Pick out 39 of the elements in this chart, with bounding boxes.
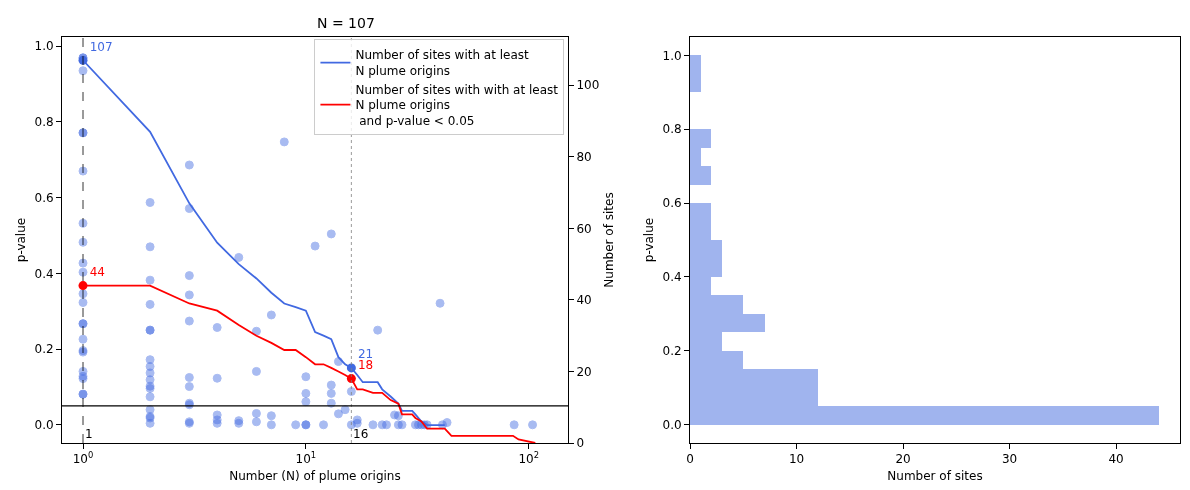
x-tick-label: 30 — [1001, 452, 1018, 467]
data-label: 44 — [89, 264, 105, 279]
y2-tick-label: 20 — [576, 364, 592, 379]
y-tick-label: 0.0 — [34, 418, 54, 433]
legend-label: Number of sites with at least N plume origins — [355, 48, 530, 79]
y2-tick-label: 60 — [576, 221, 592, 236]
y2-tick-label: 0 — [576, 436, 585, 451]
y-tick-label: 1.0 — [34, 39, 54, 54]
y2-tick-label: 80 — [576, 150, 592, 165]
data-label: 18 — [357, 357, 374, 372]
y-axis-title: p-value — [641, 217, 656, 263]
y-tick-label: 0.6 — [662, 196, 682, 211]
ref-line-label: 1 — [85, 427, 93, 441]
y-tick-label: 0.8 — [662, 122, 682, 137]
y-tick-label: 0.4 — [34, 266, 54, 281]
x-tick-label: 10$^{2}$ — [518, 450, 540, 467]
y-tick-label: 0.8 — [34, 115, 54, 130]
x-tick-label: 10$^{1}$ — [295, 450, 317, 467]
x-tick-label: 20 — [895, 452, 911, 467]
y-tick-label: 0.4 — [662, 270, 682, 285]
x-tick-label: 10$^{0}$ — [72, 450, 94, 467]
x-tick-label: 0 — [686, 452, 694, 467]
y2-tick-label: 40 — [576, 293, 592, 308]
legend-label: Number of sites with with at least N plume origins and p-value < 0.05 — [355, 82, 559, 128]
y2-tick-label: 100 — [576, 78, 600, 93]
y-tick-label: 0.2 — [662, 343, 682, 358]
y-tick-label: 1.0 — [662, 48, 682, 63]
data-label: 107 — [89, 39, 113, 54]
y-tick-label: 0.6 — [34, 190, 54, 205]
y-tick-label: 0.0 — [662, 417, 682, 432]
chart-title: N = 107 — [317, 15, 375, 31]
y-tick-label: 0.2 — [34, 342, 54, 357]
x-tick-label: 40 — [1108, 452, 1124, 467]
x-axis-title: Number of sites — [887, 469, 983, 484]
y-axis-title: p-value — [13, 217, 28, 263]
x-tick-label: 10 — [788, 452, 805, 467]
x-axis-title: Number (N) of plume origins — [229, 469, 401, 484]
ref-line-label: 16 — [353, 427, 369, 441]
y2-axis-title: Number of sites — [602, 192, 617, 288]
